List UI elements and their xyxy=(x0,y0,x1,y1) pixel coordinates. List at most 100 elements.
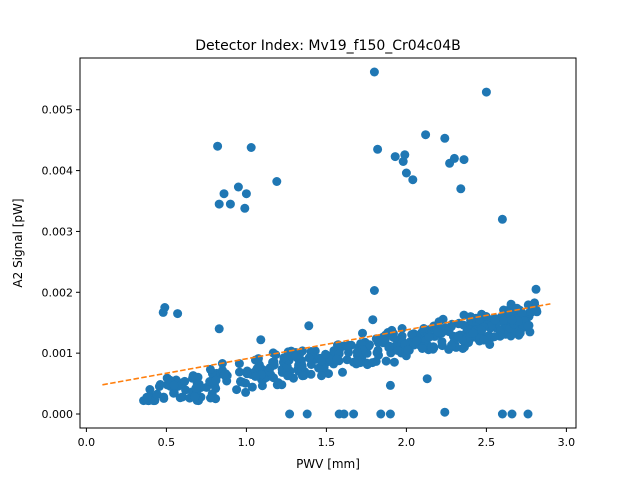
scatter-point xyxy=(332,354,342,364)
scatter-point xyxy=(142,392,152,402)
fit-line xyxy=(102,303,551,386)
scatter-point xyxy=(403,345,413,355)
scatter-point xyxy=(180,376,190,386)
scatter-point xyxy=(302,409,312,419)
scatter-point xyxy=(205,364,215,374)
scatter-point xyxy=(412,336,421,346)
scatter-point xyxy=(155,380,165,389)
scatter-point xyxy=(385,341,394,351)
scatter-point xyxy=(283,371,293,381)
scatter-point xyxy=(214,199,224,209)
scatter-point xyxy=(371,334,381,344)
data-points xyxy=(139,67,542,419)
scatter-point xyxy=(368,315,378,325)
chart-title: Detector Index: Mv19_f150_Cr04c04B xyxy=(195,38,460,54)
scatter-point xyxy=(369,286,379,295)
scatter-point xyxy=(291,351,301,361)
scatter-point xyxy=(233,182,243,192)
scatter-point xyxy=(321,349,330,359)
scatter-point xyxy=(317,371,326,381)
scatter-point xyxy=(453,331,463,341)
scatter-point xyxy=(272,177,282,186)
scatter-point xyxy=(489,332,499,342)
x-tick-label: 2.5 xyxy=(478,436,496,449)
scatter-point xyxy=(241,189,251,199)
scatter-point xyxy=(152,389,162,399)
scatter-point xyxy=(145,385,155,394)
scatter-point xyxy=(219,370,229,380)
scatter-point xyxy=(246,143,256,152)
scatter-point xyxy=(358,328,367,338)
scatter-point xyxy=(191,383,201,393)
scatter-point xyxy=(438,314,448,324)
scatter-point xyxy=(232,385,242,395)
scatter-point xyxy=(242,369,252,379)
x-tick-label: 2.0 xyxy=(398,436,416,449)
scatter-point xyxy=(304,321,314,331)
scatter-point xyxy=(190,392,200,401)
scatter-point xyxy=(365,340,374,350)
scatter-point xyxy=(532,307,542,317)
scatter-point xyxy=(367,358,377,368)
scatter-point xyxy=(497,214,507,224)
scatter-point xyxy=(188,371,198,381)
scatter-point xyxy=(349,409,359,419)
scatter-point xyxy=(159,393,169,403)
scatter-point xyxy=(353,356,363,366)
scatter-point xyxy=(241,378,250,388)
scatter-point xyxy=(247,382,257,392)
scatter-point xyxy=(381,356,391,366)
scatter-point xyxy=(369,67,379,77)
scatter-point xyxy=(206,393,215,403)
scatter-point xyxy=(269,357,279,367)
scatter-point xyxy=(481,312,491,321)
scatter-point xyxy=(499,315,509,325)
scatter-point xyxy=(383,328,393,337)
scatter-point xyxy=(297,371,307,381)
scatter-point xyxy=(316,356,326,366)
scatter-point xyxy=(481,87,491,97)
y-tick-label: 0.001 xyxy=(42,347,74,360)
scatter-point xyxy=(424,332,434,342)
y-tick-label: 0.005 xyxy=(42,104,74,117)
scatter-point xyxy=(392,345,402,355)
scatter-point xyxy=(459,155,469,165)
scatter-point xyxy=(339,409,349,419)
scatter-point xyxy=(256,335,266,345)
scatter-point xyxy=(211,375,221,385)
scatter-point xyxy=(314,363,324,373)
scatter-point xyxy=(219,189,229,199)
scatter-point xyxy=(373,144,383,154)
scatter-point xyxy=(304,353,314,363)
y-axis-label: A2 Signal [pW] xyxy=(11,198,25,287)
scatter-point xyxy=(297,361,307,371)
scatter-point xyxy=(344,347,353,357)
scatter-point xyxy=(213,141,223,151)
scatter-point xyxy=(468,328,478,338)
x-tick-label: 1.0 xyxy=(238,436,256,449)
scatter-point xyxy=(373,345,383,355)
scatter-point xyxy=(401,168,411,178)
scatter-point xyxy=(277,380,287,390)
scatter-point xyxy=(417,344,427,353)
scatter-point xyxy=(426,342,436,352)
scatter-point xyxy=(490,315,500,325)
scatter-point xyxy=(235,367,244,377)
scatter-point xyxy=(250,371,260,381)
scatter-point xyxy=(175,393,185,403)
scatter-point xyxy=(523,409,533,419)
scatter-point xyxy=(225,199,235,209)
y-tick-label: 0.003 xyxy=(42,225,74,238)
scatter-point xyxy=(338,367,347,377)
y-tick-label: 0.000 xyxy=(42,408,74,421)
fit-line-group xyxy=(102,303,551,386)
scatter-point xyxy=(459,310,469,320)
x-tick-label: 1.5 xyxy=(318,436,336,449)
scatter-point xyxy=(376,409,386,419)
scatter-point xyxy=(440,407,450,417)
y-tick-label: 0.002 xyxy=(42,286,74,299)
scatter-point xyxy=(385,380,395,390)
plot-frame xyxy=(79,57,577,429)
